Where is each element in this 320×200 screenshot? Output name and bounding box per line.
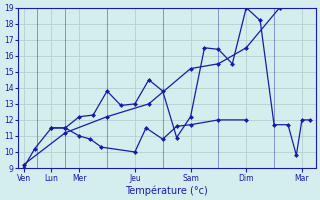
X-axis label: Température (°c): Température (°c) bbox=[125, 185, 208, 196]
